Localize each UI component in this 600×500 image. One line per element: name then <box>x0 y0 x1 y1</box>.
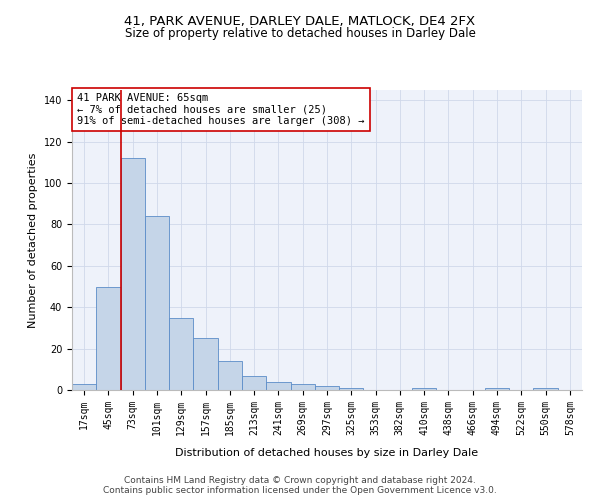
Bar <box>290 384 315 390</box>
Bar <box>169 318 193 390</box>
Text: Contains public sector information licensed under the Open Government Licence v3: Contains public sector information licen… <box>103 486 497 495</box>
Bar <box>145 216 169 390</box>
Bar <box>218 361 242 390</box>
Text: Distribution of detached houses by size in Darley Dale: Distribution of detached houses by size … <box>175 448 479 458</box>
Text: 41 PARK AVENUE: 65sqm
← 7% of detached houses are smaller (25)
91% of semi-detac: 41 PARK AVENUE: 65sqm ← 7% of detached h… <box>77 93 365 126</box>
Bar <box>485 388 509 390</box>
Text: 41, PARK AVENUE, DARLEY DALE, MATLOCK, DE4 2FX: 41, PARK AVENUE, DARLEY DALE, MATLOCK, D… <box>124 15 476 28</box>
Bar <box>72 384 96 390</box>
Bar <box>412 388 436 390</box>
Text: Size of property relative to detached houses in Darley Dale: Size of property relative to detached ho… <box>125 28 475 40</box>
Y-axis label: Number of detached properties: Number of detached properties <box>28 152 38 328</box>
Bar <box>266 382 290 390</box>
Bar <box>193 338 218 390</box>
Bar <box>339 388 364 390</box>
Bar <box>533 388 558 390</box>
Text: Contains HM Land Registry data © Crown copyright and database right 2024.: Contains HM Land Registry data © Crown c… <box>124 476 476 485</box>
Bar <box>96 286 121 390</box>
Bar <box>315 386 339 390</box>
Bar <box>121 158 145 390</box>
Bar <box>242 376 266 390</box>
